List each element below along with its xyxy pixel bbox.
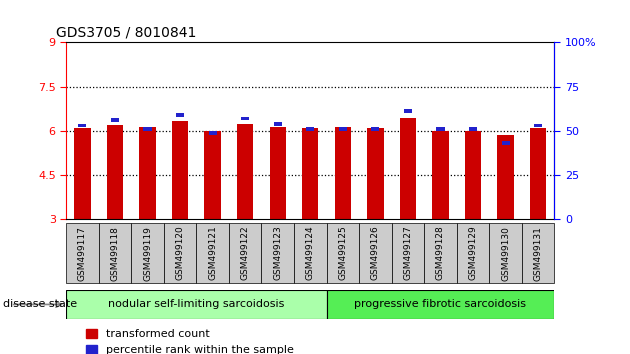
Text: GSM499117: GSM499117 — [78, 225, 87, 281]
Bar — [241, 116, 249, 120]
Text: GSM499120: GSM499120 — [176, 226, 185, 280]
Text: progressive fibrotic sarcoidosis: progressive fibrotic sarcoidosis — [355, 299, 527, 309]
Bar — [131, 223, 164, 283]
Bar — [99, 223, 131, 283]
Bar — [424, 223, 457, 283]
Bar — [367, 128, 384, 219]
Text: GSM499122: GSM499122 — [241, 226, 249, 280]
Bar — [457, 223, 490, 283]
Text: GDS3705 / 8010841: GDS3705 / 8010841 — [56, 26, 197, 40]
Bar — [229, 223, 261, 283]
Bar — [107, 125, 123, 219]
Bar — [270, 127, 286, 219]
Bar — [400, 118, 416, 219]
Bar — [273, 122, 282, 126]
Text: GSM499124: GSM499124 — [306, 226, 315, 280]
Text: GSM499129: GSM499129 — [469, 226, 478, 280]
Bar — [111, 118, 119, 122]
Bar — [522, 223, 554, 283]
Bar — [205, 131, 220, 219]
Bar — [261, 223, 294, 283]
Text: GSM499119: GSM499119 — [143, 225, 152, 281]
Bar — [392, 223, 424, 283]
Bar — [74, 128, 91, 219]
Bar — [530, 128, 546, 219]
Bar — [335, 127, 351, 219]
Bar — [164, 223, 197, 283]
Bar — [490, 223, 522, 283]
Bar — [437, 127, 445, 131]
Bar — [371, 127, 379, 131]
Bar — [306, 127, 314, 131]
Bar — [78, 124, 86, 127]
Bar — [237, 124, 253, 219]
Bar — [404, 109, 412, 113]
Text: GSM499126: GSM499126 — [371, 226, 380, 280]
Bar — [339, 127, 347, 131]
Text: GSM499125: GSM499125 — [338, 226, 347, 280]
Bar — [534, 124, 542, 127]
Text: GSM499131: GSM499131 — [534, 225, 542, 281]
Bar — [359, 223, 392, 283]
Text: disease state: disease state — [3, 299, 77, 309]
Bar — [66, 223, 99, 283]
Bar — [432, 131, 449, 219]
Bar — [326, 223, 359, 283]
Bar — [498, 136, 513, 219]
Bar — [209, 131, 217, 135]
Bar — [501, 141, 510, 145]
Text: GSM499118: GSM499118 — [110, 225, 120, 281]
Text: GSM499121: GSM499121 — [208, 226, 217, 280]
Bar — [172, 121, 188, 219]
Bar — [144, 127, 152, 131]
Bar — [469, 127, 477, 131]
Bar — [66, 290, 326, 319]
Text: nodular self-limiting sarcoidosis: nodular self-limiting sarcoidosis — [108, 299, 285, 309]
Bar — [139, 127, 156, 219]
Bar — [465, 131, 481, 219]
Legend: transformed count, percentile rank within the sample: transformed count, percentile rank withi… — [81, 324, 298, 354]
Bar — [326, 290, 554, 319]
Bar — [176, 113, 184, 117]
Text: GSM499123: GSM499123 — [273, 226, 282, 280]
Bar — [197, 223, 229, 283]
Bar — [294, 223, 326, 283]
Text: GSM499130: GSM499130 — [501, 225, 510, 281]
Text: GSM499127: GSM499127 — [403, 226, 413, 280]
Bar — [302, 128, 318, 219]
Text: GSM499128: GSM499128 — [436, 226, 445, 280]
